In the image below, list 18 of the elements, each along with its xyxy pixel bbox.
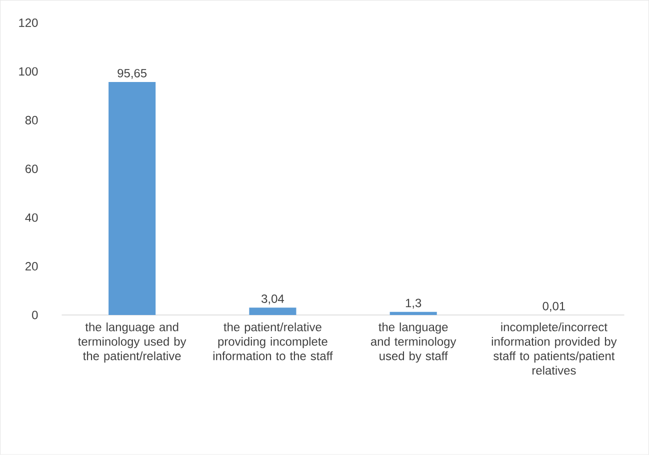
y-tick-label: 120	[19, 18, 38, 28]
bar	[249, 308, 296, 316]
y-tick-label: 60	[26, 164, 38, 174]
y-tick-label: 40	[25, 213, 38, 222]
bar	[108, 82, 156, 316]
data-label: 3,04	[262, 294, 284, 304]
bar	[390, 312, 437, 316]
y-tick-label: 0	[32, 310, 38, 320]
x-tick-label: the language and terminology used by the patient/relative	[78, 322, 186, 363]
y-tick-label: 80	[25, 116, 38, 124]
data-label: 95,65	[118, 69, 147, 79]
x-tick-label: incomplete/incorrect information provided by staff to patients/patient relatives	[492, 322, 617, 375]
x-tick-label: the language and terminology used by staff	[370, 322, 456, 363]
y-tick-label: 20	[26, 262, 38, 271]
x-tick-label: the patient/relative providing incomplete information to the staff	[213, 322, 333, 360]
y-tick-label: 100	[19, 67, 38, 76]
data-label: 1,3	[406, 298, 422, 309]
data-label: 0,01	[542, 302, 566, 312]
